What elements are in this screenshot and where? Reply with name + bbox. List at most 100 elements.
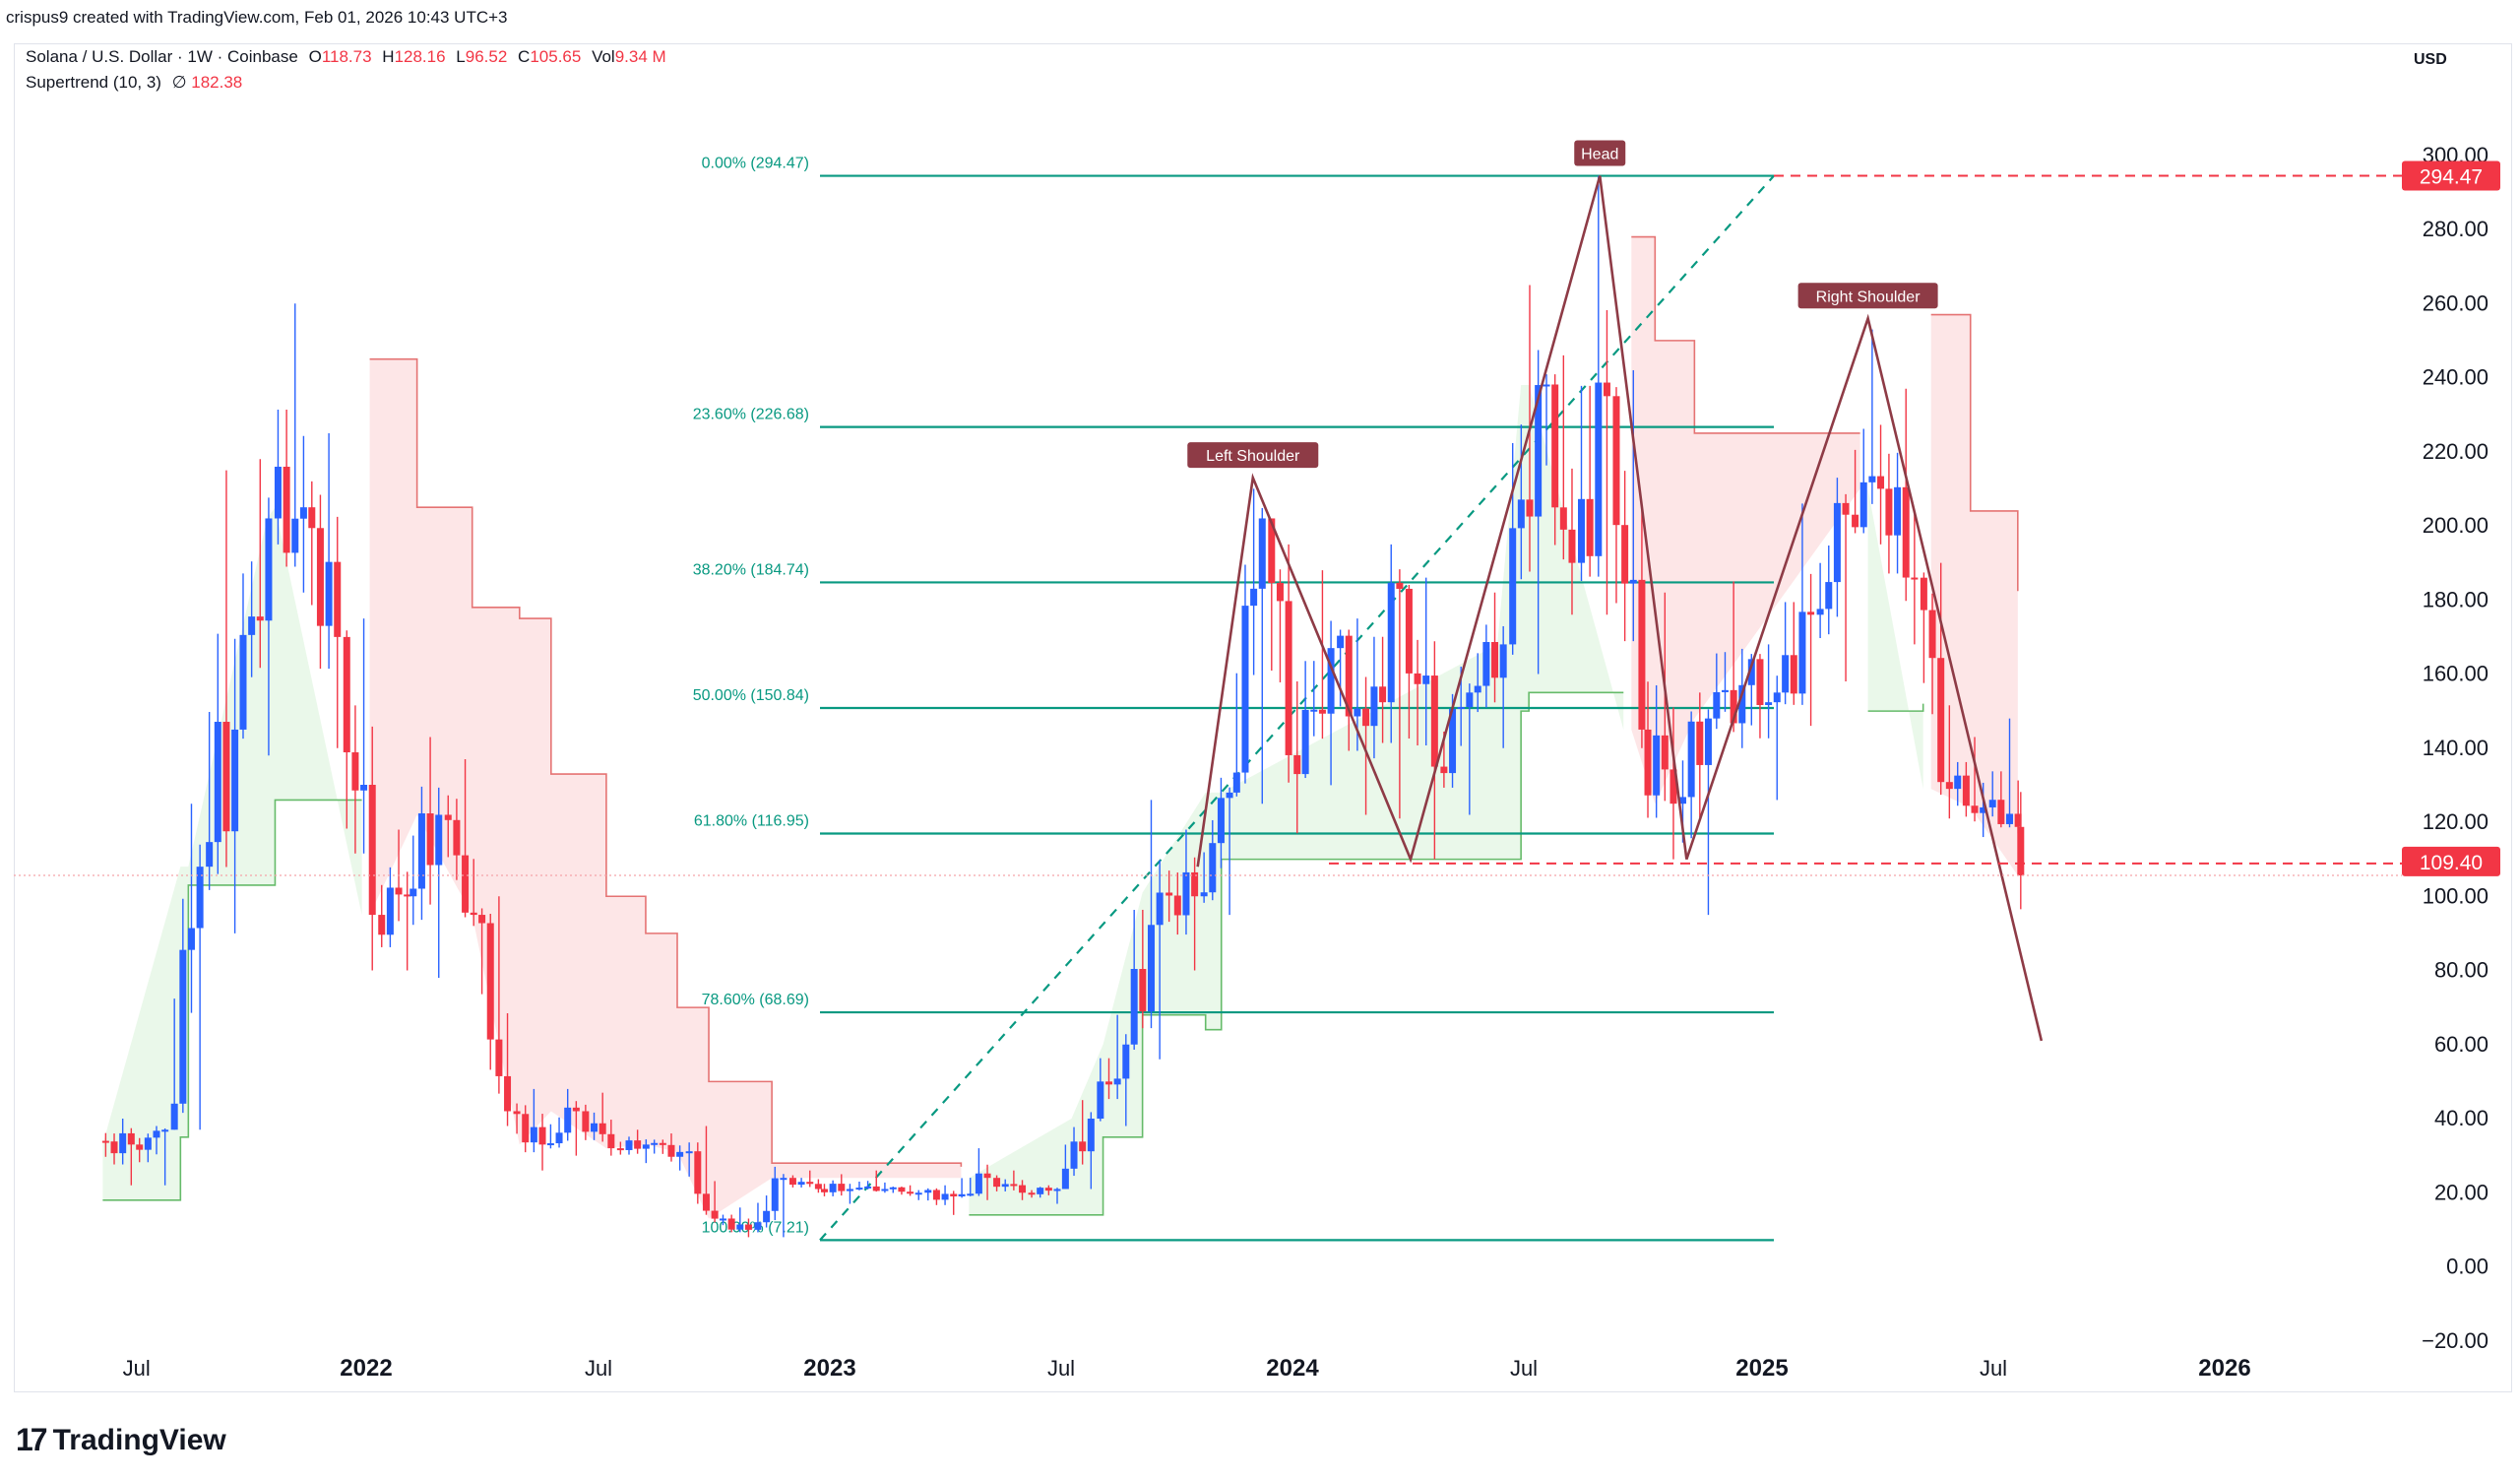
candle-body xyxy=(1945,782,1953,790)
candle-body xyxy=(119,1132,127,1154)
candle-body xyxy=(907,1191,914,1194)
candle-body xyxy=(1217,798,1225,844)
currency-label[interactable]: USD xyxy=(2414,51,2447,68)
candle-body xyxy=(1362,708,1370,727)
candle-body xyxy=(1337,635,1345,649)
candle-body xyxy=(1730,689,1737,724)
candle-body xyxy=(144,1137,152,1150)
candle-body xyxy=(1105,1081,1113,1085)
candle-body xyxy=(838,1184,846,1191)
candle-body xyxy=(676,1151,684,1157)
candle-body xyxy=(504,1075,512,1112)
candle-body xyxy=(1595,382,1603,556)
y-tick-label: 100.00 xyxy=(2423,883,2488,908)
candle-body xyxy=(1061,1168,1069,1190)
candle-body xyxy=(1482,642,1490,686)
supertrend-up-line xyxy=(1867,703,1924,712)
candle-body xyxy=(1629,579,1637,584)
y-tick-label: 240.00 xyxy=(2423,365,2488,390)
supertrend-down-line xyxy=(1930,313,2019,592)
candle-body xyxy=(256,616,264,621)
candle-body xyxy=(1396,582,1404,589)
x-tick-label: Jul xyxy=(1980,1356,2007,1381)
candle-body xyxy=(444,814,452,820)
candle-body xyxy=(1191,871,1199,897)
candle-body xyxy=(2005,813,2013,824)
candle-body xyxy=(806,1182,814,1185)
fib-level-label: 0.00% (294.47) xyxy=(702,156,809,172)
candle-body xyxy=(814,1184,822,1190)
candle-body xyxy=(1833,502,1841,583)
candle-body xyxy=(1113,1078,1121,1085)
candle-body xyxy=(1250,588,1258,607)
candle-body xyxy=(1885,488,1893,536)
candle-body xyxy=(1971,805,1979,813)
candle-body xyxy=(846,1189,853,1191)
candle-body xyxy=(299,507,307,519)
candle-body xyxy=(1937,658,1945,783)
candle-body xyxy=(110,1141,118,1154)
indicator-name[interactable]: Supertrend (10, 3) xyxy=(26,73,161,92)
supertrend-down-fill xyxy=(1631,236,1860,804)
low-key: L xyxy=(456,47,466,66)
volume-value: 9.34 M xyxy=(614,47,666,66)
candle-body xyxy=(993,1178,1001,1188)
symbol-name[interactable]: Solana / U.S. Dollar · 1W · Coinbase xyxy=(26,47,298,66)
pattern-label-box xyxy=(1797,283,1938,309)
candle-body xyxy=(513,1111,521,1115)
candle-body xyxy=(1156,892,1164,926)
candle-body xyxy=(1028,1192,1036,1195)
candle-body xyxy=(522,1114,530,1143)
candle-body xyxy=(1704,718,1712,765)
candle-body xyxy=(222,722,230,832)
candle-body xyxy=(1293,754,1301,775)
data-window-icon: ∅ xyxy=(171,73,187,92)
candle-body xyxy=(1499,644,1507,678)
open-key: O xyxy=(308,47,322,66)
candle-body xyxy=(634,1140,642,1149)
candle-body xyxy=(274,466,282,519)
candle-body xyxy=(667,1144,675,1157)
y-tick-label: 20.00 xyxy=(2434,1180,2488,1204)
candle-body xyxy=(625,1140,633,1150)
candle-body xyxy=(659,1142,666,1145)
x-tick-label: 2024 xyxy=(1266,1355,1319,1382)
candle-body xyxy=(1816,609,1824,615)
candle-body xyxy=(470,912,477,916)
candle-body xyxy=(538,1126,546,1145)
candle-body xyxy=(170,1103,178,1130)
candle-body xyxy=(1765,702,1773,706)
candle-body xyxy=(564,1107,572,1133)
candle-body xyxy=(1852,514,1859,528)
candle-body xyxy=(1457,707,1465,710)
candle-body xyxy=(607,1133,615,1149)
candle-body xyxy=(788,1178,796,1186)
candle-body xyxy=(1954,775,1962,790)
candle-body xyxy=(136,1144,144,1150)
candle-body xyxy=(101,1140,109,1143)
candle-body xyxy=(206,842,214,868)
candle-body xyxy=(754,1222,762,1230)
candle-body xyxy=(1877,476,1885,489)
candle-body xyxy=(685,1151,693,1154)
candle-body xyxy=(2014,813,2022,827)
price-badge xyxy=(2402,161,2500,191)
candle-body xyxy=(1612,396,1620,526)
candle-body xyxy=(555,1132,563,1144)
candle-body xyxy=(351,752,359,791)
tradingview-brand[interactable]: 17 TradingView xyxy=(16,1422,226,1458)
price-badge-label: 294.47 xyxy=(2420,166,2483,189)
candle-body xyxy=(196,867,204,929)
candle-body xyxy=(797,1182,805,1186)
y-tick-label: 160.00 xyxy=(2423,662,2488,686)
candle-body xyxy=(1440,766,1448,774)
candle-body xyxy=(1535,385,1543,517)
candle-body xyxy=(462,855,470,913)
candle-body xyxy=(453,819,461,856)
candle-body xyxy=(572,1107,580,1112)
candle-body xyxy=(889,1187,897,1190)
close-key: C xyxy=(518,47,531,66)
symbol-legend: Solana / U.S. Dollar · 1W · Coinbase O11… xyxy=(26,47,666,67)
candle-body xyxy=(1517,499,1525,529)
